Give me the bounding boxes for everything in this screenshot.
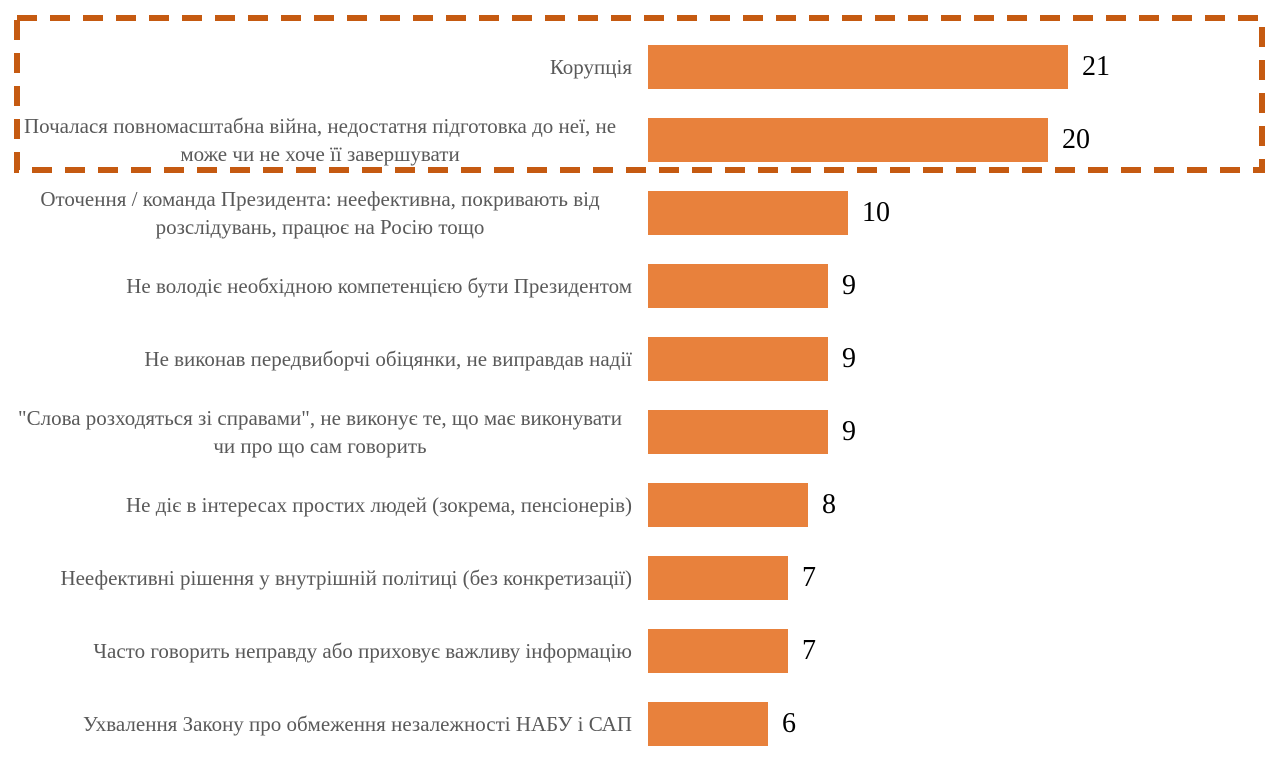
category-label-cell: Почалася повномасштабна війна, недостатн… bbox=[0, 112, 632, 168]
category-label: Почалася повномасштабна війна, недостатн… bbox=[23, 113, 617, 166]
chart-row: Почалася повномасштабна війна, недостатн… bbox=[0, 103, 1280, 176]
value-label: 21 bbox=[1082, 50, 1110, 82]
category-label-cell: Ухвалення Закону про обмеження незалежно… bbox=[0, 710, 632, 738]
chart-row: Не виконав передвиборчі обіцянки, не вип… bbox=[0, 322, 1280, 395]
category-label: Оточення / команда Президента: неефектив… bbox=[40, 186, 600, 239]
category-label-cell: "Слова розходяться зі справами", не вико… bbox=[0, 404, 632, 460]
bar-cell: 20 bbox=[648, 117, 1280, 162]
bar bbox=[648, 336, 828, 381]
category-label-cell: Неефективні рішення у внутрішній політиц… bbox=[0, 564, 632, 592]
value-label: 20 bbox=[1062, 123, 1090, 155]
category-label: "Слова розходяться зі справами", не вико… bbox=[18, 405, 622, 458]
chart-row: Неефективні рішення у внутрішній політиц… bbox=[0, 541, 1280, 614]
category-label: Ухвалення Закону про обмеження незалежно… bbox=[83, 711, 632, 736]
chart-row: Ухвалення Закону про обмеження незалежно… bbox=[0, 687, 1280, 760]
category-label-cell: Не виконав передвиборчі обіцянки, не вип… bbox=[0, 345, 632, 373]
chart-rows: Корупція 21 Почалася повномасштабна війн… bbox=[0, 30, 1280, 760]
bar bbox=[648, 701, 768, 746]
category-label-cell: Часто говорить неправду або приховує важ… bbox=[0, 637, 632, 665]
bar bbox=[648, 628, 788, 673]
value-label: 9 bbox=[842, 269, 856, 301]
chart-row: Часто говорить неправду або приховує важ… bbox=[0, 614, 1280, 687]
value-label: 8 bbox=[822, 488, 836, 520]
bar bbox=[648, 409, 828, 454]
bar bbox=[648, 44, 1068, 89]
bar bbox=[648, 190, 848, 235]
category-label-cell: Не володіє необхідною компетенцією бути … bbox=[0, 272, 632, 300]
bar bbox=[648, 117, 1048, 162]
category-label: Корупція bbox=[549, 54, 632, 79]
bar bbox=[648, 482, 808, 527]
category-label: Неефективні рішення у внутрішній політиц… bbox=[60, 565, 632, 590]
value-label: 10 bbox=[862, 196, 890, 228]
category-label: Не діє в інтересах простих людей (зокрем… bbox=[126, 492, 632, 517]
chart-row: Оточення / команда Президента: неефектив… bbox=[0, 176, 1280, 249]
category-label-cell: Оточення / команда Президента: неефектив… bbox=[0, 185, 632, 241]
value-label: 7 bbox=[802, 561, 816, 593]
chart-row: Не володіє необхідною компетенцією бути … bbox=[0, 249, 1280, 322]
chart-row: Не діє в інтересах простих людей (зокрем… bbox=[0, 468, 1280, 541]
category-label-cell: Не діє в інтересах простих людей (зокрем… bbox=[0, 491, 632, 519]
bar-cell: 8 bbox=[648, 482, 1280, 527]
bar-cell: 6 bbox=[648, 701, 1280, 746]
bar-cell: 7 bbox=[648, 555, 1280, 600]
bar-cell: 10 bbox=[648, 190, 1280, 235]
bar-cell: 9 bbox=[648, 409, 1280, 454]
category-label: Часто говорить неправду або приховує важ… bbox=[93, 638, 632, 663]
value-label: 7 bbox=[802, 634, 816, 666]
bar-cell: 9 bbox=[648, 263, 1280, 308]
value-label: 6 bbox=[782, 707, 796, 739]
bar bbox=[648, 555, 788, 600]
value-label: 9 bbox=[842, 342, 856, 374]
category-label-cell: Корупція bbox=[0, 53, 632, 81]
category-label: Не володіє необхідною компетенцією бути … bbox=[126, 273, 632, 298]
bar bbox=[648, 263, 828, 308]
bar-cell: 9 bbox=[648, 336, 1280, 381]
value-label: 9 bbox=[842, 415, 856, 447]
bar-cell: 21 bbox=[648, 44, 1280, 89]
chart-row: "Слова розходяться зі справами", не вико… bbox=[0, 395, 1280, 468]
bar-cell: 7 bbox=[648, 628, 1280, 673]
category-label: Не виконав передвиборчі обіцянки, не вип… bbox=[144, 346, 632, 371]
chart-row: Корупція 21 bbox=[0, 30, 1280, 103]
